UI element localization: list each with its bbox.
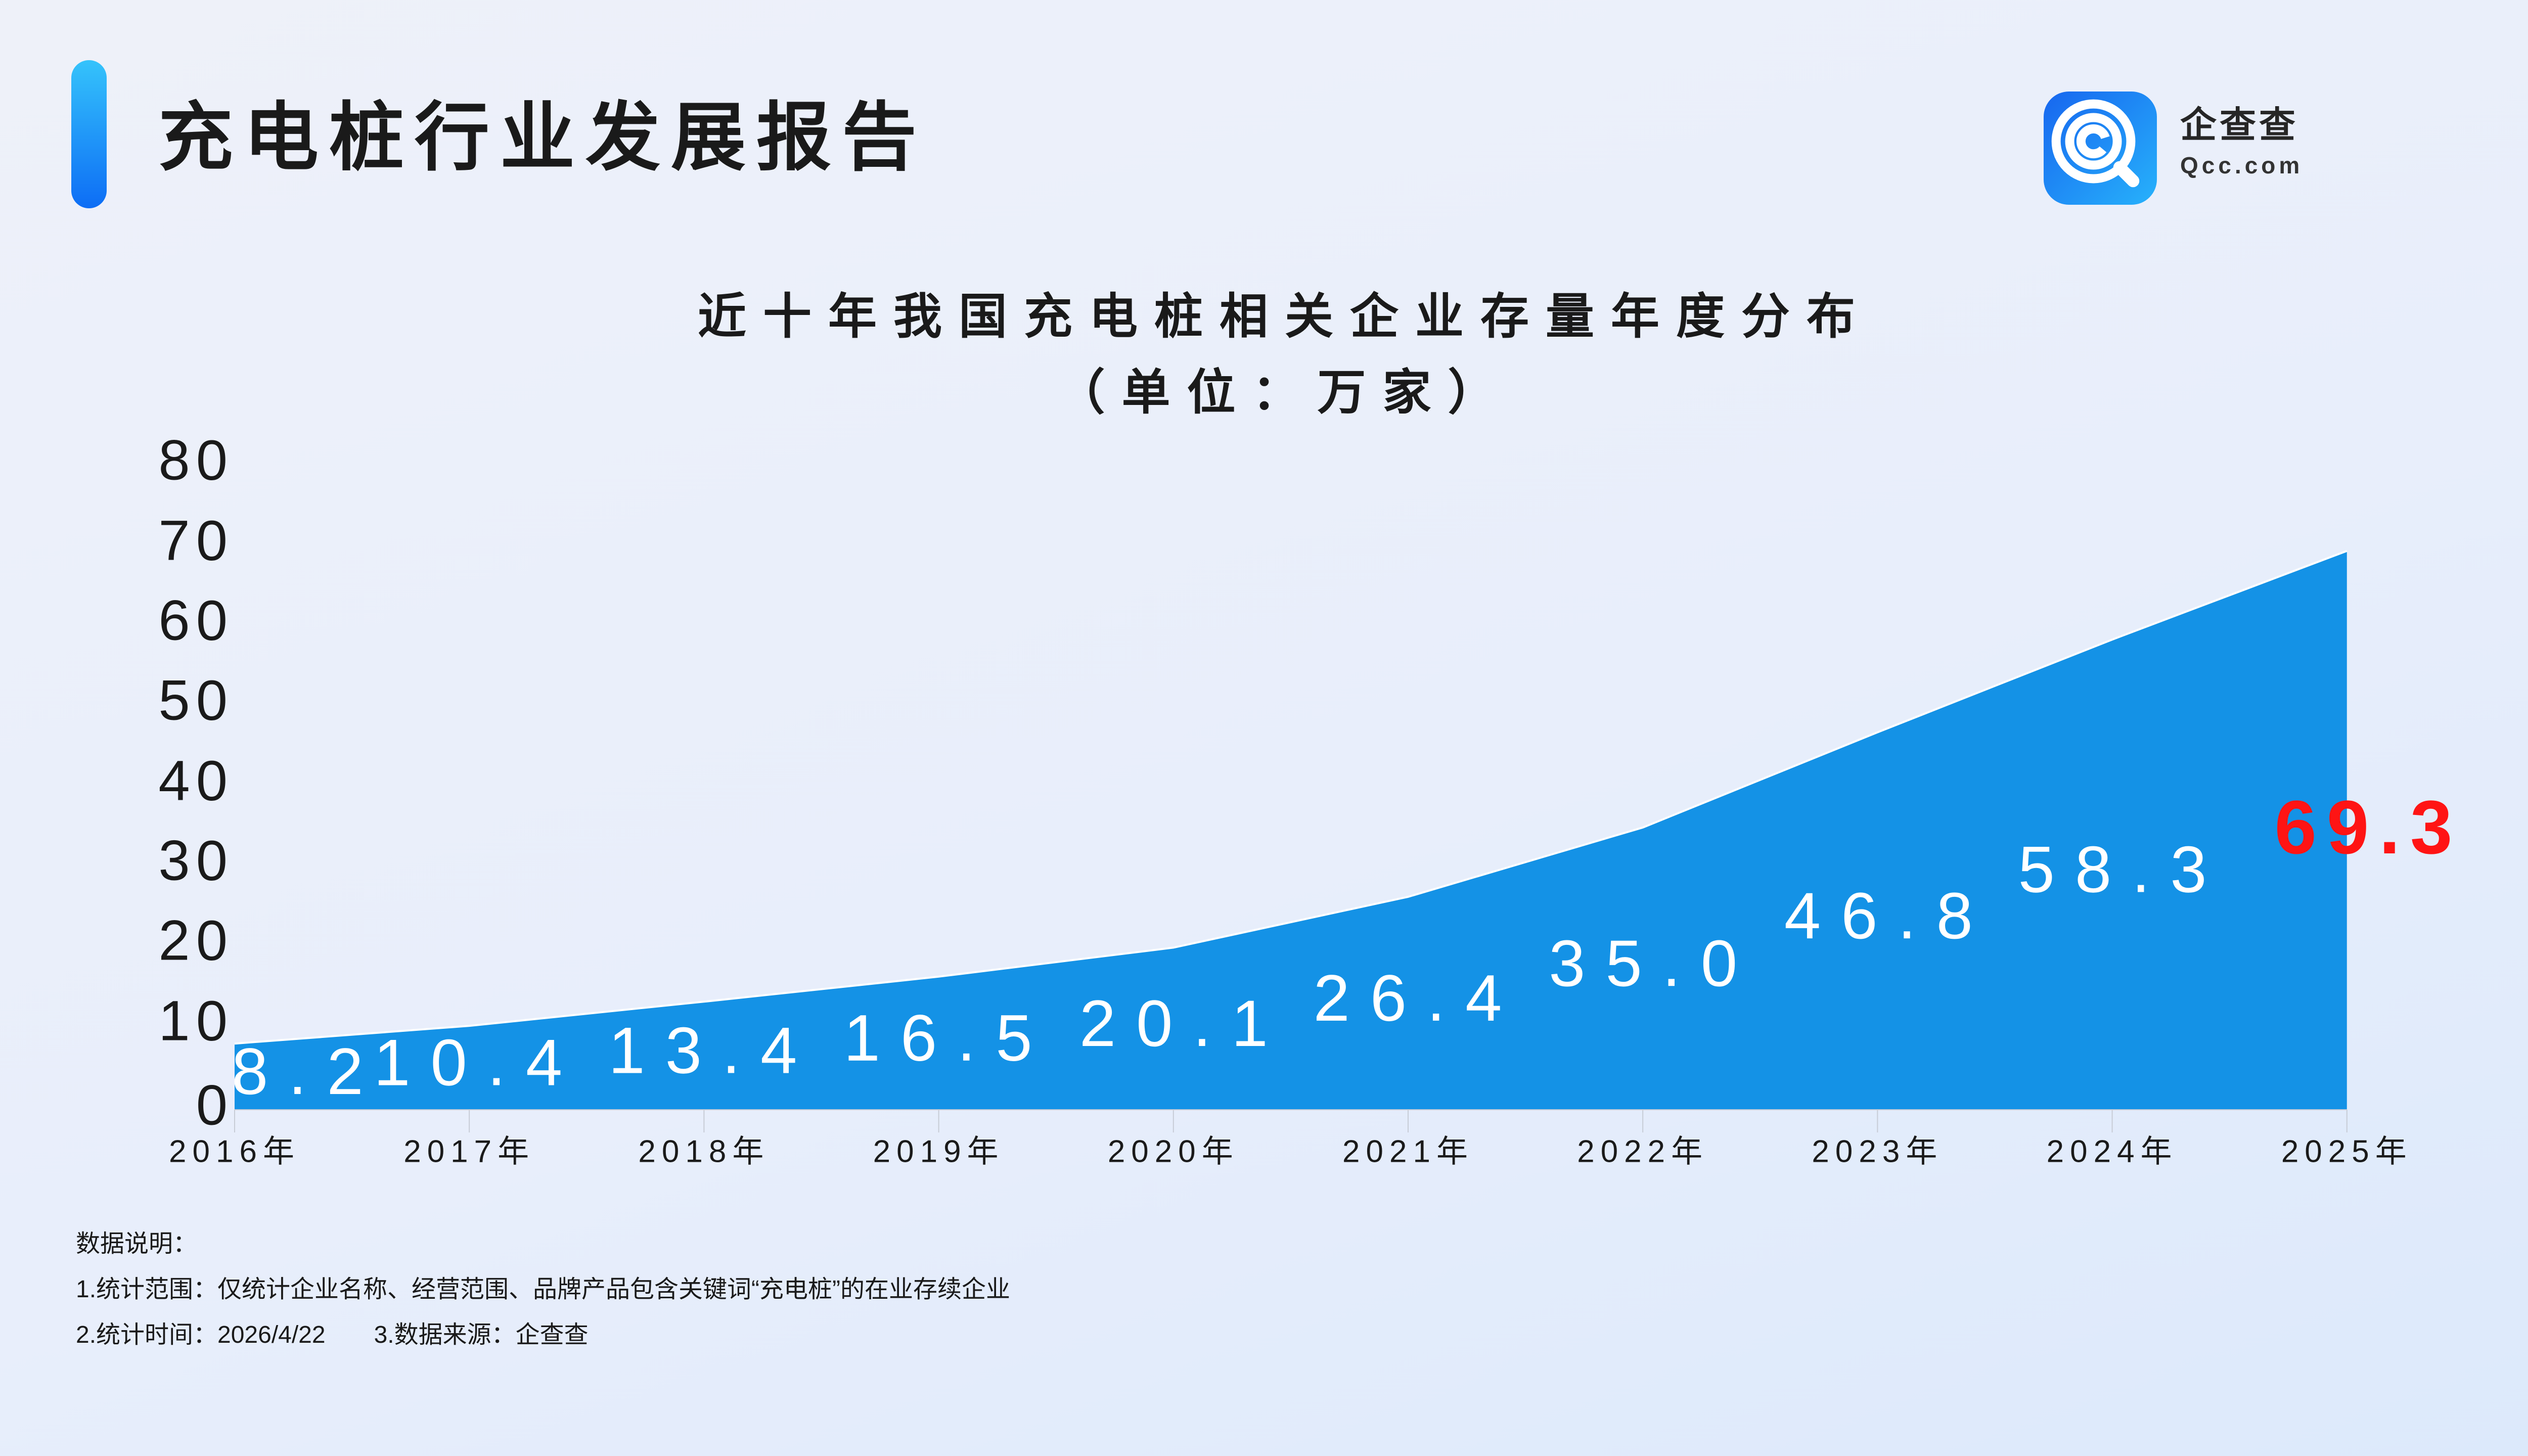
svg-text:10: 10 xyxy=(158,989,228,1053)
svg-text:2016年: 2016年 xyxy=(169,1134,300,1169)
svg-text:2020年: 2020年 xyxy=(1108,1134,1239,1169)
svg-text:60: 60 xyxy=(158,589,228,652)
svg-text:8.2: 8.2 xyxy=(232,1034,384,1108)
svg-text:26.4: 26.4 xyxy=(1314,961,1522,1035)
svg-text:2022年: 2022年 xyxy=(1577,1134,1708,1169)
svg-text:69.3: 69.3 xyxy=(2275,785,2463,870)
svg-text:20: 20 xyxy=(158,909,228,972)
svg-text:30: 30 xyxy=(158,829,228,892)
svg-text:58.3: 58.3 xyxy=(2018,832,2227,906)
svg-text:13.4: 13.4 xyxy=(608,1013,817,1087)
svg-text:70: 70 xyxy=(158,509,228,572)
svg-text:46.8: 46.8 xyxy=(1784,879,1993,952)
svg-text:0: 0 xyxy=(196,1074,228,1137)
svg-text:35.0: 35.0 xyxy=(1549,926,1757,1000)
svg-text:2024年: 2024年 xyxy=(2047,1134,2178,1169)
svg-text:16.5: 16.5 xyxy=(844,1001,1053,1075)
svg-text:50: 50 xyxy=(158,669,228,732)
svg-text:2021年: 2021年 xyxy=(1342,1134,1474,1169)
svg-text:2023年: 2023年 xyxy=(1812,1134,1943,1169)
svg-text:20.1: 20.1 xyxy=(1079,986,1288,1060)
svg-text:2017年: 2017年 xyxy=(403,1134,535,1169)
svg-text:2019年: 2019年 xyxy=(873,1134,1005,1169)
svg-text:2025年: 2025年 xyxy=(2281,1134,2413,1169)
svg-text:40: 40 xyxy=(158,749,228,812)
svg-text:2018年: 2018年 xyxy=(638,1134,770,1169)
svg-text:80: 80 xyxy=(158,429,228,492)
svg-text:10.4: 10.4 xyxy=(374,1025,582,1099)
